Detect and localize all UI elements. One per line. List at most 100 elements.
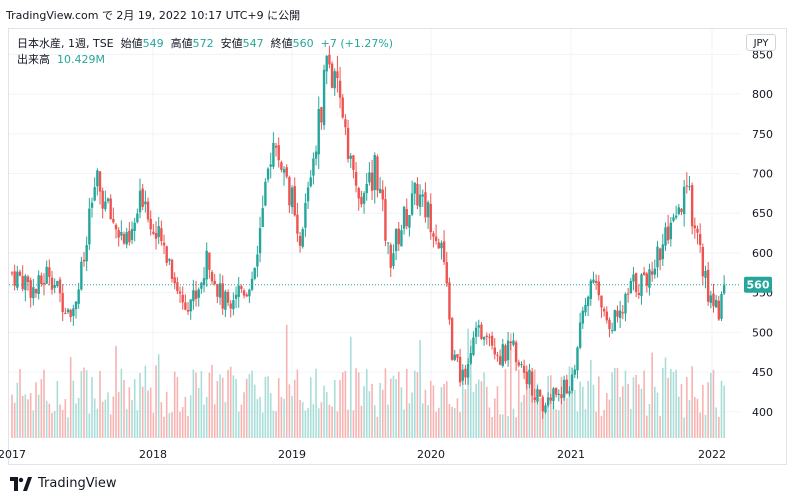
candle-body: [642, 272, 646, 275]
volume-bar: [488, 407, 491, 438]
x-tick-label: 2017: [0, 448, 26, 461]
candle-body: [104, 201, 107, 210]
candle-body: [165, 246, 168, 263]
candle-body: [37, 275, 40, 295]
candle-body: [538, 389, 542, 397]
candle-body: [205, 250, 208, 280]
candle-body: [392, 253, 395, 267]
candle-body: [493, 347, 496, 355]
volume-bar: [646, 415, 648, 438]
volume-bar: [456, 398, 459, 438]
volume-bar: [307, 407, 309, 438]
candle-body: [658, 248, 662, 261]
volume-bar: [635, 374, 637, 438]
volume-bar: [80, 371, 83, 438]
footer-brand[interactable]: TradingView: [10, 476, 117, 491]
volume-bar: [368, 391, 371, 438]
candle-body: [506, 340, 510, 361]
volume-bar: [200, 371, 203, 438]
candle-body: [10, 272, 14, 274]
volume-bar: [355, 368, 357, 438]
y-tick-label: 800: [752, 88, 773, 101]
volume-bar: [339, 380, 341, 438]
candle-body: [266, 168, 270, 180]
currency-button[interactable]: JPY: [746, 34, 776, 51]
candle-body: [344, 119, 347, 128]
candle-body: [357, 188, 360, 199]
volume-bar: [667, 377, 669, 438]
volume-bar: [552, 392, 555, 438]
volume-bar: [237, 411, 240, 438]
candle-body: [144, 201, 147, 205]
volume-bar: [622, 386, 624, 438]
candle-body: [672, 217, 675, 221]
candle-body: [474, 327, 478, 337]
volume-bar: [638, 384, 640, 438]
volume-bar: [64, 399, 67, 438]
volume-bar: [285, 324, 288, 438]
volume-bar: [416, 372, 419, 438]
candle-body: [293, 186, 296, 216]
candle-body: [338, 80, 342, 98]
volume-bar: [317, 408, 320, 438]
volume-bar: [40, 379, 43, 438]
candle-body: [290, 187, 294, 208]
low-value: 547: [242, 37, 264, 50]
volume-bar: [624, 370, 627, 438]
candle-body: [341, 97, 344, 118]
volume-bar: [627, 383, 629, 438]
volume-bar: [296, 369, 299, 438]
volume-bar: [24, 394, 27, 438]
candle-body: [56, 281, 59, 287]
y-tick-label: 500: [752, 326, 773, 339]
candle-body: [581, 310, 584, 324]
volume-bar: [283, 399, 285, 438]
volume-bar: [365, 369, 368, 438]
volume-bar: [325, 392, 328, 438]
volume-bar: [707, 382, 709, 438]
volume-bar: [88, 413, 91, 438]
candle-body: [514, 342, 518, 363]
candlesticks: [9, 45, 740, 419]
candle-body: [90, 202, 94, 208]
volume-bar: [528, 376, 531, 438]
volume-bar: [27, 399, 29, 438]
candle-body: [664, 227, 667, 246]
volume-bar: [654, 386, 656, 438]
volume-bar: [475, 383, 477, 438]
candle-body: [498, 356, 502, 365]
y-tick-label: 850: [752, 48, 773, 61]
candle-body: [312, 158, 315, 176]
candle-body: [202, 278, 206, 286]
x-tick-label: 2019: [278, 448, 306, 461]
candle-body: [722, 284, 726, 294]
volume-bar: [173, 371, 176, 438]
volume-bar: [427, 405, 429, 438]
candle-body: [552, 388, 555, 401]
candle-body: [240, 286, 243, 289]
volume-bar: [360, 405, 363, 438]
candle-body: [224, 291, 227, 310]
volume-bar: [149, 387, 152, 438]
volume-bar: [715, 407, 717, 438]
candle-body: [576, 347, 579, 371]
candle-body: [194, 290, 198, 300]
candle-body: [536, 389, 539, 402]
volume-bar: [405, 368, 408, 438]
volume-bar: [349, 336, 352, 438]
candle-body: [600, 295, 603, 308]
volume-bar: [139, 372, 141, 438]
volume-bar: [288, 384, 291, 438]
volume-bar: [333, 380, 336, 438]
candle-body: [221, 283, 224, 309]
candle-body: [245, 294, 248, 297]
volume-bar: [718, 416, 720, 438]
candle-body: [466, 363, 470, 378]
candle-body: [578, 322, 582, 348]
candle-body: [64, 312, 67, 314]
candle-body: [512, 340, 515, 345]
candle-body: [77, 289, 80, 304]
volume-bar: [432, 385, 435, 438]
open-value: 549: [142, 37, 164, 50]
